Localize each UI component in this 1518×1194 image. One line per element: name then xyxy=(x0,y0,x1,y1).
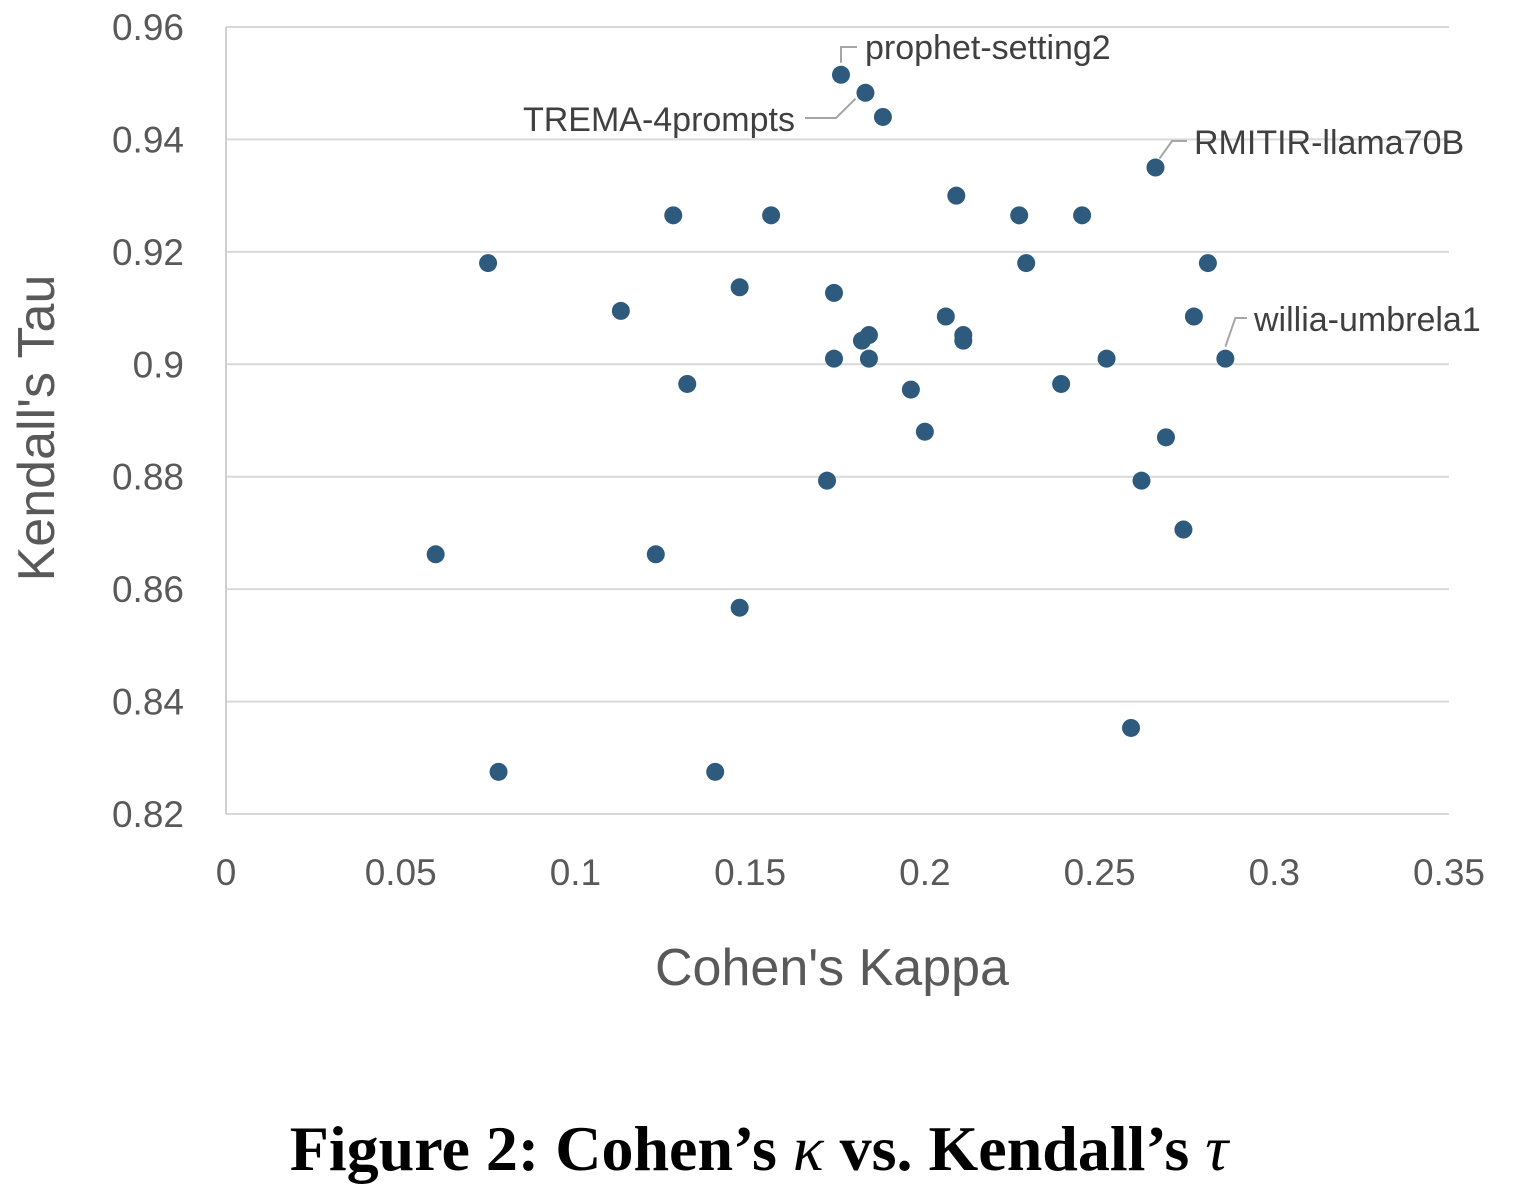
y-tick-label: 0.82 xyxy=(112,794,184,835)
annotation-labels: prophet-setting2 TREMA-4prompts RMITIR-lla… xyxy=(523,29,1481,339)
y-tick-label: 0.84 xyxy=(112,682,184,723)
data-points xyxy=(426,65,1235,781)
data-point xyxy=(1017,254,1036,273)
x-tick-label: 0.3 xyxy=(1249,852,1300,893)
data-point xyxy=(936,307,955,326)
data-point xyxy=(1097,349,1116,368)
annotation-leader-line xyxy=(1158,140,1187,160)
data-point xyxy=(730,278,749,297)
data-point xyxy=(489,762,508,781)
data-point xyxy=(915,422,934,441)
annotation-leader-line xyxy=(805,98,857,119)
data-point xyxy=(1174,520,1193,539)
data-point xyxy=(730,598,749,617)
x-tick-label: 0.35 xyxy=(1413,852,1485,893)
data-point xyxy=(947,186,966,205)
data-point xyxy=(825,283,844,302)
y-tick-label: 0.88 xyxy=(112,457,184,498)
data-point xyxy=(825,349,844,368)
data-point xyxy=(664,206,683,225)
data-point xyxy=(1122,718,1141,737)
caption-prefix: Figure 2: Cohen’s xyxy=(289,1113,793,1184)
x-tick-label: 0.2 xyxy=(899,852,950,893)
x-tick-label: 0 xyxy=(216,852,237,893)
figure-caption: Figure 2: Cohen’s κ vs. Kendall’s τ xyxy=(0,1112,1518,1186)
data-point xyxy=(762,206,781,225)
annotation-label: RMITIR-llama70B xyxy=(1194,124,1464,162)
data-point xyxy=(611,301,630,320)
data-point xyxy=(1184,307,1203,326)
y-tick-label: 0.9 xyxy=(133,344,184,385)
data-point xyxy=(646,545,665,564)
y-axis-title: Kendall's Tau xyxy=(8,275,66,582)
x-axis-title: Cohen's Kappa xyxy=(655,939,1009,997)
data-point xyxy=(852,331,871,350)
y-tick-label: 0.96 xyxy=(112,7,184,48)
annotation-leader-line xyxy=(1224,317,1247,347)
data-point xyxy=(706,762,725,781)
data-point xyxy=(479,254,498,273)
data-point xyxy=(1132,471,1151,490)
data-point xyxy=(678,374,697,393)
y-tick-label: 0.92 xyxy=(112,232,184,273)
x-tick-label: 0.25 xyxy=(1064,852,1136,893)
data-point xyxy=(859,349,878,368)
data-point xyxy=(856,83,875,102)
x-tick-label: 0.1 xyxy=(550,852,601,893)
annotation-leader-line xyxy=(839,46,857,63)
annotation-label: TREMA-4prompts xyxy=(523,101,795,139)
x-tick-label: 0.05 xyxy=(365,852,437,893)
data-point xyxy=(1052,374,1071,393)
data-point xyxy=(1216,349,1235,368)
data-point xyxy=(426,545,445,564)
annotation-label: prophet-setting2 xyxy=(865,29,1111,67)
y-tick-label: 0.86 xyxy=(112,569,184,610)
data-point xyxy=(954,331,973,350)
data-point xyxy=(1198,254,1217,273)
annotation-label: willia-umbrela1 xyxy=(1253,301,1481,339)
data-point xyxy=(873,107,892,126)
y-tick-label: 0.94 xyxy=(112,119,184,160)
x-tick-label: 0.15 xyxy=(714,852,786,893)
tau-symbol: τ xyxy=(1205,1113,1229,1184)
caption-middle: vs. Kendall’s xyxy=(823,1113,1206,1184)
data-point xyxy=(901,380,920,399)
x-tick-labels: 0 0.05 0.1 0.15 0.2 0.25 0.3 0.35 xyxy=(216,852,1485,893)
data-point xyxy=(1010,206,1029,225)
y-tick-labels: 0.82 0.84 0.86 0.88 0.9 0.92 0.94 0.96 xyxy=(112,7,184,835)
data-point xyxy=(818,471,837,490)
scatter-chart: 0.82 0.84 0.86 0.88 0.9 0.92 0.94 0.96 0 0.05 0.1… xyxy=(8,7,1485,997)
data-point xyxy=(1146,158,1165,177)
data-point xyxy=(1073,206,1092,225)
kappa-symbol: κ xyxy=(792,1113,824,1184)
data-point xyxy=(831,65,850,84)
annotation-leaders xyxy=(805,46,1247,347)
data-point xyxy=(1156,428,1175,447)
